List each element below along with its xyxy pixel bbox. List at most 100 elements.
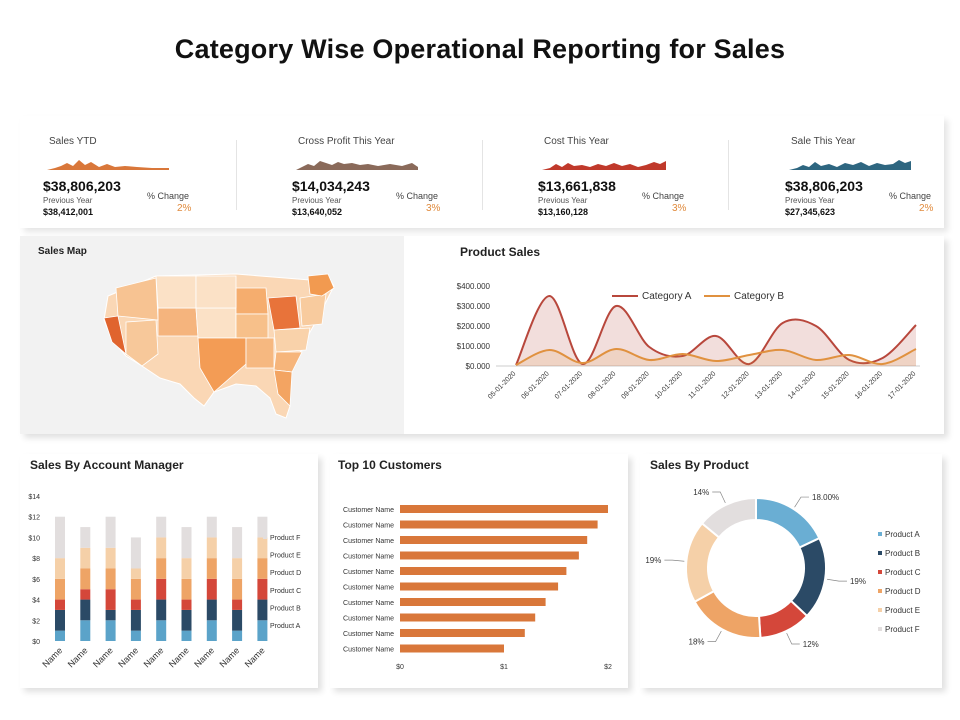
slice-label: 14% xyxy=(693,488,709,497)
legend-swatch xyxy=(878,570,882,574)
slice-label: 19% xyxy=(850,577,866,586)
donut-slice xyxy=(789,536,827,618)
kpi-sparkline xyxy=(47,160,169,170)
stack-segment xyxy=(80,568,91,590)
bar xyxy=(400,505,608,513)
kpi-prev-label: Previous Year xyxy=(538,196,588,205)
stack-segment xyxy=(156,620,167,641)
kpi-prev-value: $13,160,128 xyxy=(538,207,589,217)
bar xyxy=(400,520,598,529)
divider xyxy=(728,140,729,210)
stack-segment xyxy=(55,599,65,610)
slice-label: 18.00% xyxy=(812,493,839,502)
kpi-value: $38,806,203 xyxy=(785,178,863,194)
stack-segment xyxy=(130,537,141,569)
x-tick-label: 12-01-2020 xyxy=(720,370,750,400)
stack-segment xyxy=(206,558,217,579)
kpi-label: Sales YTD xyxy=(49,136,97,147)
x-tick-label: 16-01-2020 xyxy=(854,370,884,400)
donut-slice xyxy=(685,521,721,604)
x-tick-label: 07-01-2020 xyxy=(554,370,584,400)
legend-label: Product B xyxy=(270,605,301,612)
label-leader xyxy=(794,496,810,508)
y-tick-label: Customer Name xyxy=(343,631,394,638)
stack-segment xyxy=(105,620,116,641)
label-leader xyxy=(664,559,685,562)
stack-segment xyxy=(55,609,65,631)
x-tick-label: $1 xyxy=(500,664,508,671)
y-tick-label: $10 xyxy=(28,535,40,542)
label-leader xyxy=(712,491,726,504)
bar xyxy=(400,613,536,622)
y-tick-label: $200.000 xyxy=(457,322,491,331)
y-tick-label: Customer Name xyxy=(343,538,394,545)
stack-segment xyxy=(105,589,116,610)
stack-segment xyxy=(105,568,116,590)
donut-slice xyxy=(693,589,762,639)
stack-segment xyxy=(206,516,217,538)
y-tick-label: $12 xyxy=(28,515,40,522)
y-tick-label: Customer Name xyxy=(343,523,394,530)
stack-segment xyxy=(105,547,116,569)
y-tick-label: Customer Name xyxy=(343,507,394,514)
product-sales-title: Product Sales xyxy=(460,245,541,259)
kpi-value: $13,661,838 xyxy=(538,178,616,194)
bar xyxy=(400,551,579,560)
donut-slice xyxy=(755,496,821,549)
bar xyxy=(400,536,588,544)
product-sales-chart: $0.000 $100.000 $200.000 $300.000 $400.000 05… xyxy=(457,282,920,401)
kpi-sparkline xyxy=(542,161,666,170)
legend-swatch xyxy=(263,605,267,610)
top-customers-chart: Customer Name Customer Name Customer Name C… xyxy=(343,505,612,671)
stack-segment xyxy=(206,599,217,621)
slice-label: 18% xyxy=(689,638,705,647)
stack-segment xyxy=(156,537,167,559)
legend-label: Product F xyxy=(885,625,920,634)
x-tick-label: 13-01-2020 xyxy=(754,370,784,400)
top-customers-title: Top 10 Customers xyxy=(338,458,442,472)
x-tick-label: 08-01-2020 xyxy=(587,370,617,400)
x-tick-label: 06-01-2020 xyxy=(520,370,550,400)
x-tick-label: Name xyxy=(167,645,191,669)
legend-label: Product A xyxy=(885,530,920,539)
stack-segment xyxy=(257,558,268,579)
kpi-change: 2% xyxy=(919,203,934,214)
y-tick-label: $0.000 xyxy=(466,362,491,371)
stack-segment xyxy=(130,599,141,610)
label-leader xyxy=(707,630,722,642)
stack-segment xyxy=(80,527,91,548)
sales-by-product-title: Sales By Product xyxy=(650,458,749,472)
stack-segment xyxy=(206,537,217,559)
series-line xyxy=(515,347,917,366)
x-tick-label: 09-01-2020 xyxy=(620,370,650,400)
x-tick-label: 15-01-2020 xyxy=(820,370,850,400)
kpi-prev-value: $27,345,623 xyxy=(785,207,836,217)
y-tick-label: Customer Name xyxy=(343,600,394,607)
stack-segment xyxy=(80,620,91,641)
legend-swatch xyxy=(878,608,882,612)
stack-segment xyxy=(181,558,192,579)
stack-segment xyxy=(130,578,141,600)
y-tick-label: Customer Name xyxy=(343,647,394,654)
legend-swatch xyxy=(878,589,882,593)
x-tick-label: 17-01-2020 xyxy=(887,370,917,400)
stack-segment xyxy=(156,516,167,538)
y-tick-label: $6 xyxy=(32,577,40,584)
stack-segment xyxy=(80,599,91,621)
label-leader xyxy=(786,632,800,645)
stack-segment xyxy=(130,568,141,579)
kpi-prev-label: Previous Year xyxy=(43,196,93,205)
kpi-prev-label: Previous Year xyxy=(785,196,835,205)
y-tick-label: Customer Name xyxy=(343,569,394,576)
stack-segment xyxy=(206,578,217,600)
sales-by-product-chart: 18.00% 19% 12% 18% 19% 14% Product A Product B P… xyxy=(645,488,920,649)
stack-segment xyxy=(232,578,243,600)
slice-label: 12% xyxy=(803,640,819,649)
legend-label: Product A xyxy=(270,623,301,630)
legend-label: Product C xyxy=(270,588,301,595)
x-tick-label: Name xyxy=(192,645,216,669)
label-leader xyxy=(827,578,847,582)
kpi-change: 2% xyxy=(177,203,192,214)
bar xyxy=(400,567,567,575)
